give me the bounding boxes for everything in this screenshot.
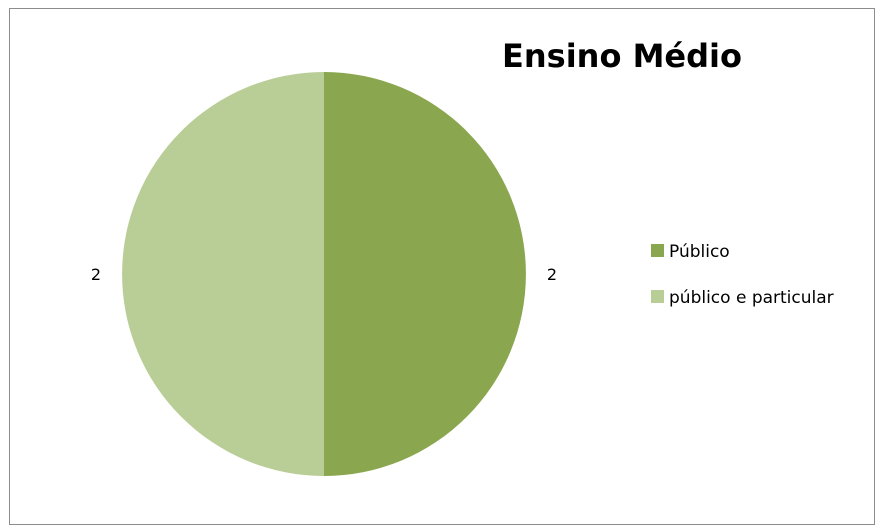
legend: Público público e particular bbox=[651, 242, 834, 308]
data-label-1: 2 bbox=[547, 265, 557, 284]
legend-swatch-2 bbox=[651, 290, 664, 303]
data-label-2: 2 bbox=[91, 265, 101, 284]
chart-title: Ensino Médio bbox=[502, 37, 742, 75]
pie-slice-2 bbox=[122, 72, 324, 476]
pie-slice-1 bbox=[324, 72, 526, 476]
legend-label-2: público e particular bbox=[669, 288, 834, 308]
legend-label-1: Público bbox=[669, 242, 730, 262]
legend-swatch-1 bbox=[651, 244, 664, 257]
